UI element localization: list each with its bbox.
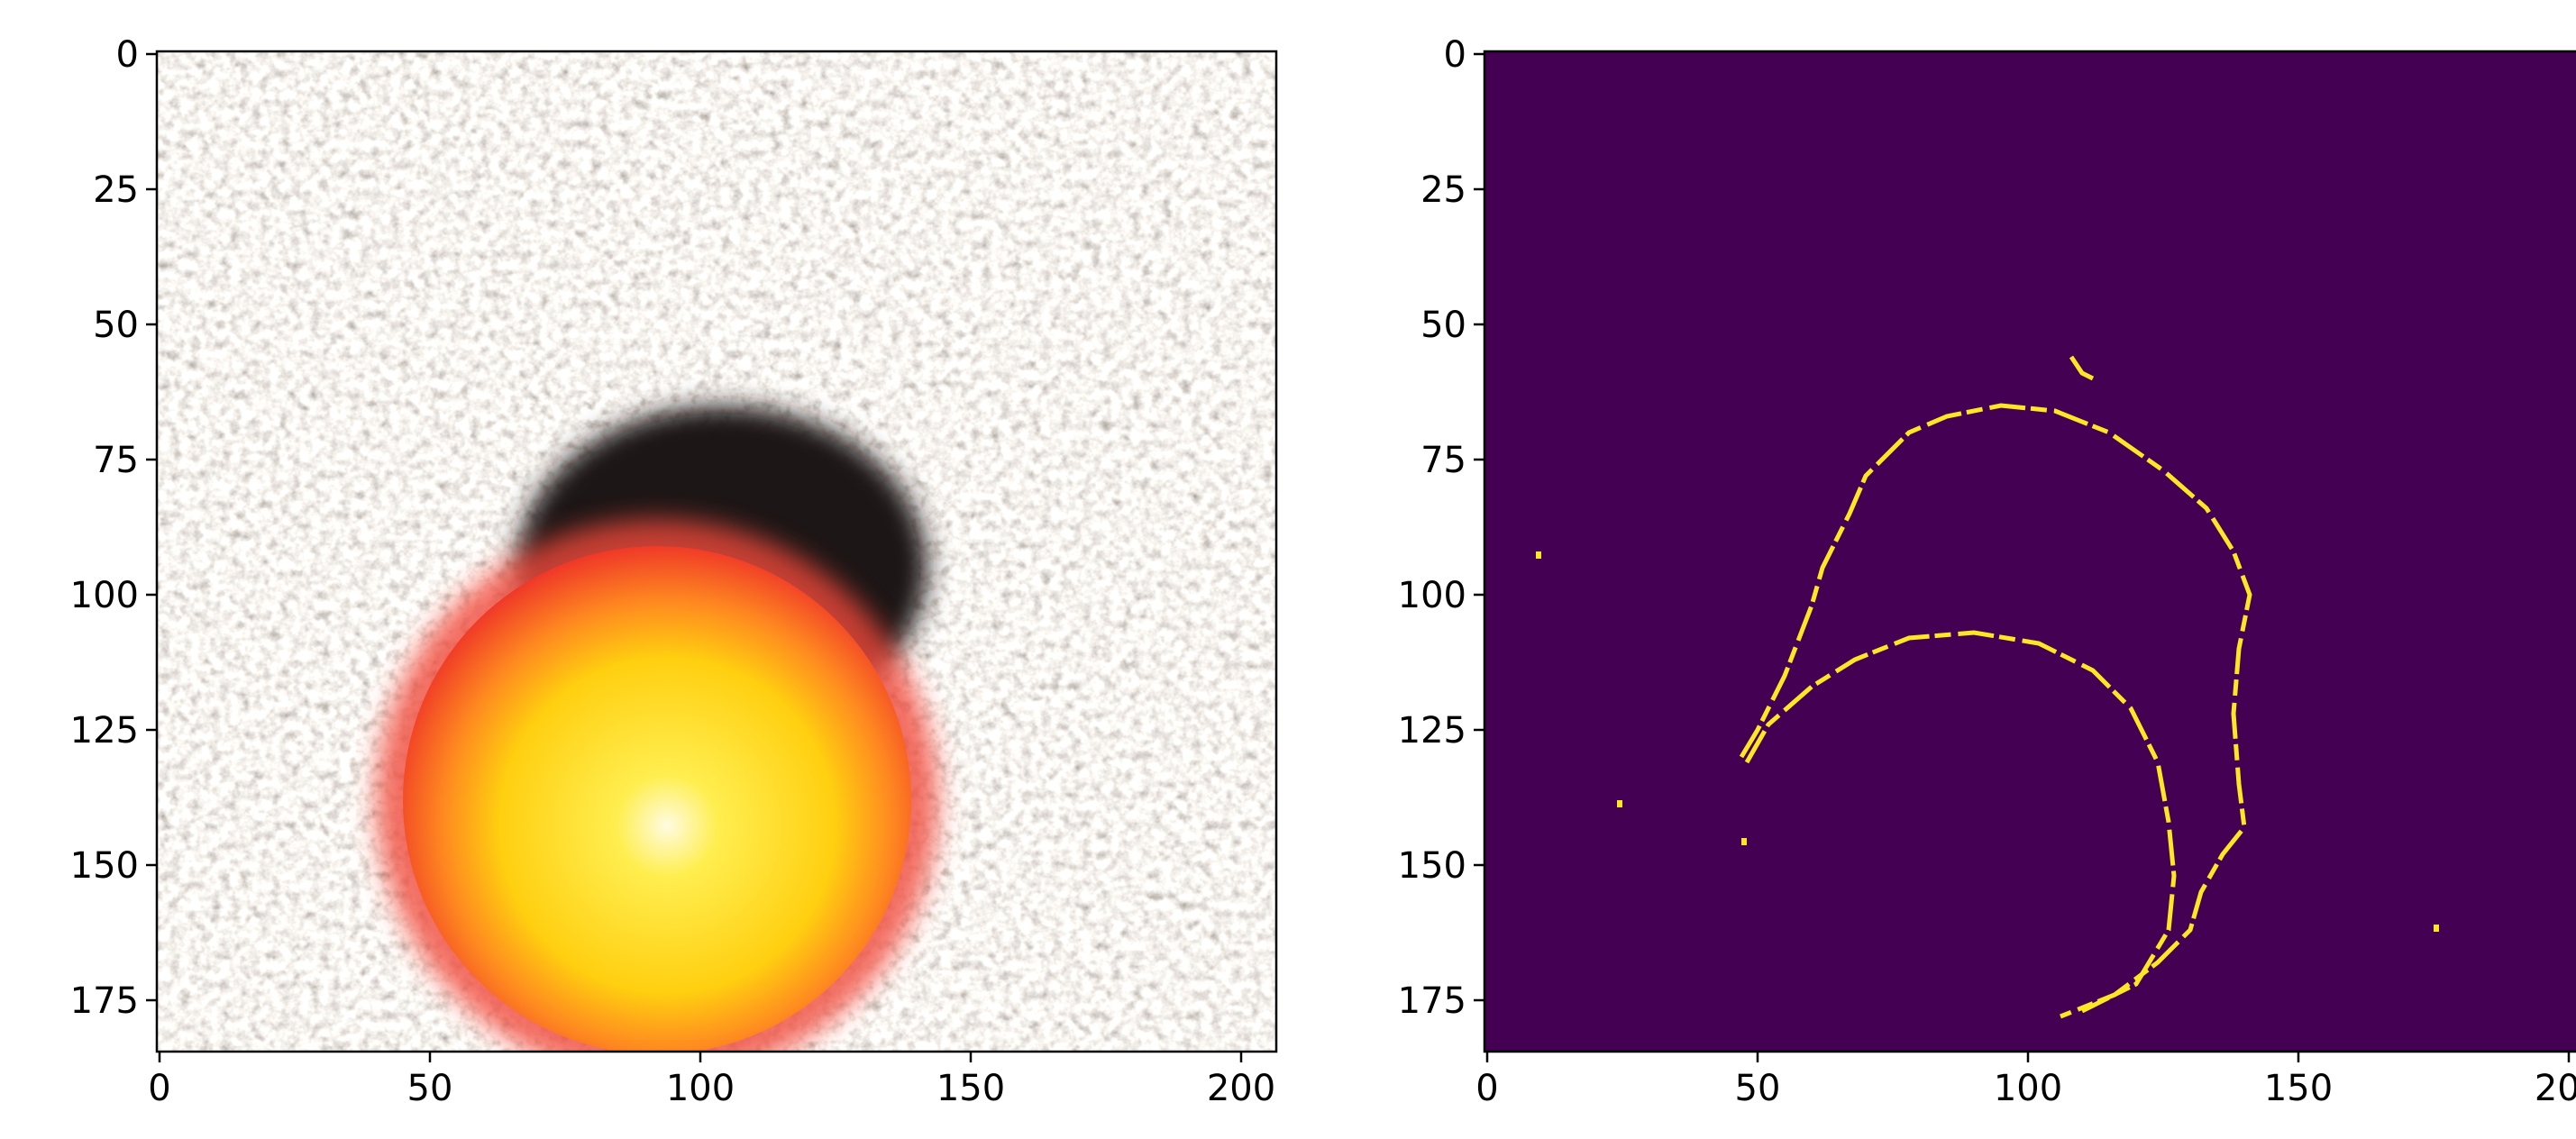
y-tick-label: 100: [70, 575, 139, 616]
x-tick-label: 50: [1735, 1068, 1781, 1109]
edge: [1744, 630, 2177, 1014]
y-tick-label: 150: [1398, 845, 1466, 887]
x-tick-label: 100: [666, 1068, 735, 1109]
y-tick-label: 75: [93, 440, 139, 481]
y-tick-label: 175: [70, 980, 139, 1022]
edge-speck: [2434, 925, 2439, 932]
edge: [2069, 355, 2095, 381]
axes: 0 50 100 150 200 0 25 50 75 100 125 150 175: [1398, 34, 2576, 1109]
y-tick-label: 150: [70, 845, 139, 887]
x-tick-label: 150: [2264, 1068, 2333, 1109]
y-tick-label: 175: [1398, 980, 1466, 1022]
edge-speck: [1741, 838, 1747, 845]
y-tick-label: 75: [1420, 440, 1466, 481]
y-tick-label: 125: [70, 710, 139, 752]
image: [157, 51, 1276, 1052]
y-tick-label: 0: [116, 34, 139, 76]
y-tick-label: 50: [93, 305, 139, 346]
x-tick-label: 100: [1994, 1068, 2062, 1109]
y-tick-label: 25: [1420, 169, 1466, 211]
edge-speck: [1536, 551, 1541, 559]
x-tick-label: 0: [1475, 1068, 1498, 1109]
ball: [403, 546, 911, 1052]
x-tick-label: 0: [148, 1068, 170, 1109]
axes: 0 50 100 150 200 0 25 50 75 100 125 150 175: [70, 34, 1278, 1109]
image: [1484, 51, 2576, 1052]
axes-frame: [1483, 50, 2576, 1053]
y-tick-label: 125: [1398, 710, 1466, 752]
x-tick-label: 50: [407, 1068, 453, 1109]
edge-speck: [1617, 800, 1622, 807]
y-tick-label: 50: [1420, 305, 1466, 346]
x-tick-label: 150: [936, 1068, 1005, 1109]
axes-frame: [155, 50, 1278, 1053]
y-tick-label: 25: [93, 169, 139, 211]
y-tick-label: 0: [1444, 34, 1466, 76]
y-tick-label: 100: [1398, 575, 1466, 616]
x-tick-label: 200: [1207, 1068, 1275, 1109]
edge: [1739, 403, 2252, 1019]
x-tick-label: 200: [2535, 1068, 2576, 1109]
image-background: [1484, 51, 2576, 1052]
